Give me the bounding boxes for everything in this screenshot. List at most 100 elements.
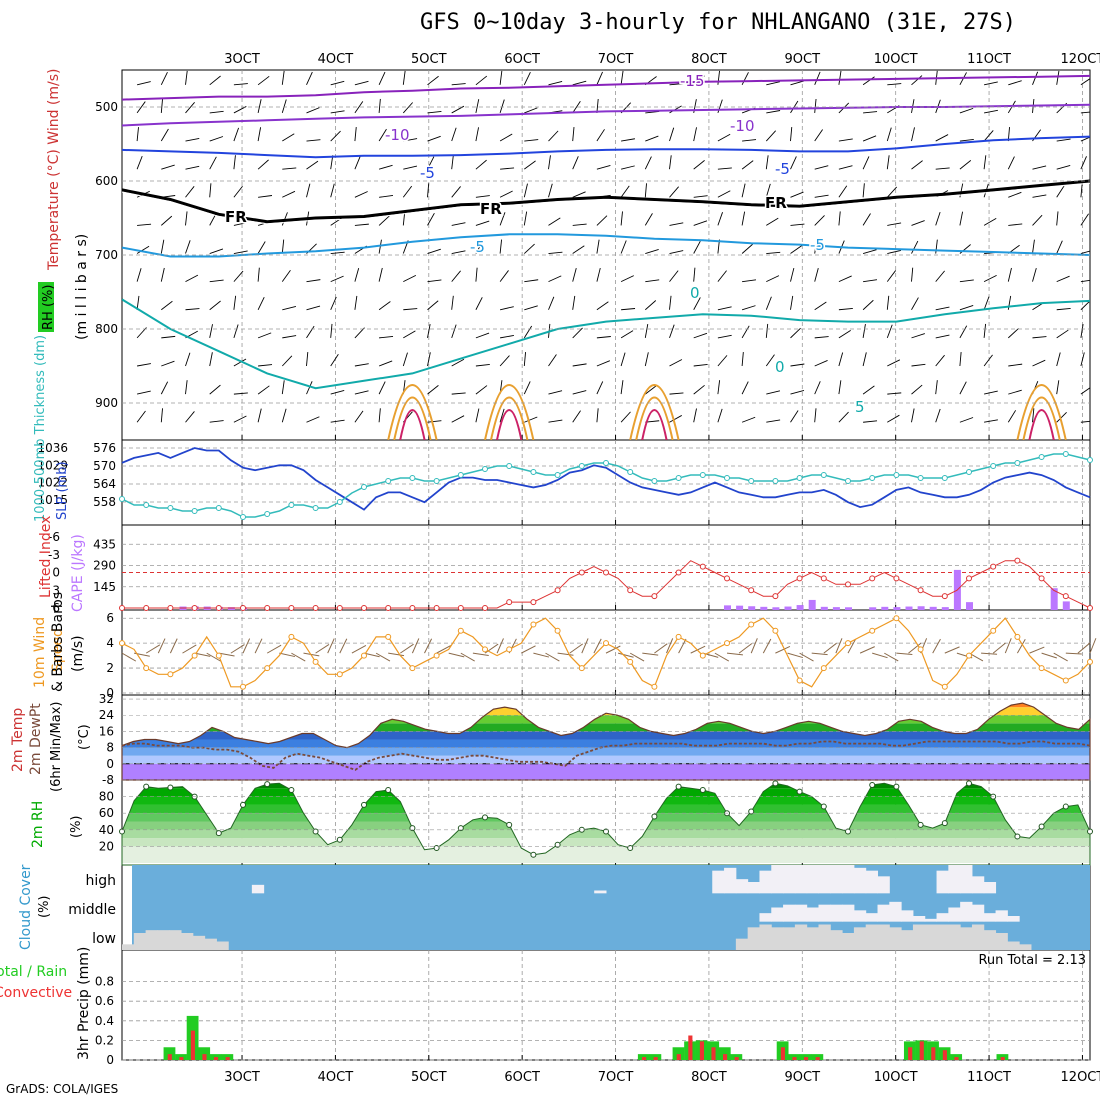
wind-barb bbox=[983, 218, 997, 226]
wind-barb bbox=[427, 248, 441, 254]
cloud-low-cell bbox=[853, 927, 867, 950]
cloud-low-cell bbox=[960, 927, 973, 950]
wind-barb bbox=[717, 306, 732, 311]
cloud-high-cell bbox=[724, 867, 737, 894]
lifted-index-line-marker bbox=[288, 605, 295, 611]
cloud-low-cell bbox=[747, 927, 760, 950]
cloud-middle-cell bbox=[771, 907, 784, 922]
wind-barb-10m bbox=[896, 652, 913, 655]
wind-barb bbox=[209, 156, 217, 170]
wind-barb bbox=[548, 390, 563, 395]
wind-barb-10m bbox=[496, 638, 504, 654]
thickness-line-marker bbox=[1087, 457, 1093, 463]
wind-speed-line-marker bbox=[312, 658, 319, 665]
wind-barb-10m bbox=[424, 638, 433, 654]
wind-barb bbox=[572, 245, 585, 254]
wind-barb-10m bbox=[1016, 638, 1026, 654]
wind-barb bbox=[693, 363, 708, 367]
wind-barb bbox=[451, 295, 454, 310]
wind-barb bbox=[741, 381, 749, 395]
cloud-middle-cell bbox=[971, 904, 985, 922]
wind-barb bbox=[1056, 275, 1070, 283]
rh-marker bbox=[240, 801, 246, 808]
wind-ylabel-unit: (m/s) bbox=[70, 635, 86, 672]
cape-bar bbox=[736, 605, 744, 610]
cloud-low-cell bbox=[889, 927, 902, 950]
wind-barb bbox=[620, 411, 631, 423]
precip-conv-bar bbox=[225, 1057, 230, 1060]
wind-barb bbox=[475, 297, 483, 310]
temp-band bbox=[122, 763, 1090, 780]
wind-barb bbox=[160, 128, 169, 142]
wind-speed-line-marker bbox=[675, 633, 682, 640]
temp-band bbox=[122, 747, 1090, 756]
wind-barb-10m bbox=[823, 642, 837, 654]
wind-barb-10m bbox=[230, 644, 245, 654]
wind-speed-line-marker bbox=[578, 665, 585, 672]
warm-contour bbox=[1028, 409, 1055, 440]
wind-barb bbox=[838, 70, 842, 85]
wind-barb-10m bbox=[859, 646, 875, 654]
contour-label: -10 bbox=[730, 117, 755, 135]
wind-barb bbox=[475, 408, 480, 423]
wind-barb bbox=[282, 335, 297, 339]
cloud-high-cell bbox=[251, 884, 265, 894]
wind-barb bbox=[378, 71, 386, 85]
wind-barb bbox=[160, 381, 169, 395]
wind-barb bbox=[669, 270, 679, 282]
rh2m-ylabel: 2m RH bbox=[30, 801, 46, 848]
wind-barb bbox=[523, 325, 533, 339]
thickness-line-marker bbox=[506, 463, 513, 469]
rh-marker bbox=[457, 825, 464, 832]
bottom-date-label: 11OCT bbox=[967, 1070, 1011, 1085]
cloud-ylabel: Cloud Cover bbox=[18, 864, 34, 950]
rh-marker bbox=[651, 813, 658, 820]
warm-contour bbox=[387, 384, 438, 440]
wind-barb bbox=[1056, 380, 1060, 395]
cape-bar bbox=[227, 607, 235, 610]
wind-barb bbox=[427, 75, 439, 86]
wind-barb bbox=[306, 71, 313, 85]
thickness-line-marker bbox=[1038, 454, 1045, 460]
precip-conv-bar bbox=[190, 1030, 195, 1060]
wind-barb-10m bbox=[436, 645, 451, 654]
wind-barb bbox=[330, 390, 345, 395]
thickness-line-marker bbox=[651, 478, 658, 484]
wind-barb bbox=[741, 72, 749, 86]
thickness-line-marker bbox=[361, 484, 367, 490]
rh-marker bbox=[143, 783, 150, 790]
cape-bar bbox=[905, 606, 913, 610]
wind-barb bbox=[766, 110, 781, 114]
thickness-line-marker bbox=[433, 478, 440, 484]
wind-barb bbox=[983, 274, 997, 283]
rh-marker bbox=[119, 828, 125, 835]
wind-barb bbox=[257, 241, 266, 254]
wind-barb bbox=[838, 411, 849, 423]
wind-barb bbox=[911, 297, 919, 310]
wind-barb bbox=[911, 220, 925, 226]
wind-barb-10m bbox=[992, 642, 1006, 654]
wind-barb bbox=[475, 99, 480, 114]
precip-conv-bar bbox=[167, 1054, 172, 1060]
rh-marker bbox=[869, 781, 876, 788]
wind-speed-line-marker bbox=[119, 640, 125, 647]
wind-barb bbox=[862, 324, 866, 338]
thickness-tick-label: 564 bbox=[93, 477, 116, 491]
wind-barb bbox=[306, 279, 321, 283]
cloud-middle-cell bbox=[912, 916, 926, 922]
wind-barb bbox=[935, 306, 950, 311]
cloud-middle-cell bbox=[853, 910, 867, 922]
thickness-line-marker bbox=[264, 511, 271, 517]
cape-bar bbox=[941, 607, 949, 610]
rh-marker bbox=[820, 803, 827, 810]
rh-band bbox=[122, 804, 1090, 814]
rh-marker bbox=[699, 786, 706, 793]
wind-barb bbox=[330, 296, 337, 310]
wind-barb bbox=[1032, 336, 1047, 339]
wind-barb-10m bbox=[593, 638, 602, 654]
wind-barb bbox=[136, 127, 139, 142]
wind-barb bbox=[499, 133, 513, 142]
lifted-index-line-marker bbox=[385, 605, 392, 611]
run-total-label: Run Total = 2.13 bbox=[978, 953, 1086, 968]
wind-barb-10m bbox=[1004, 638, 1012, 654]
